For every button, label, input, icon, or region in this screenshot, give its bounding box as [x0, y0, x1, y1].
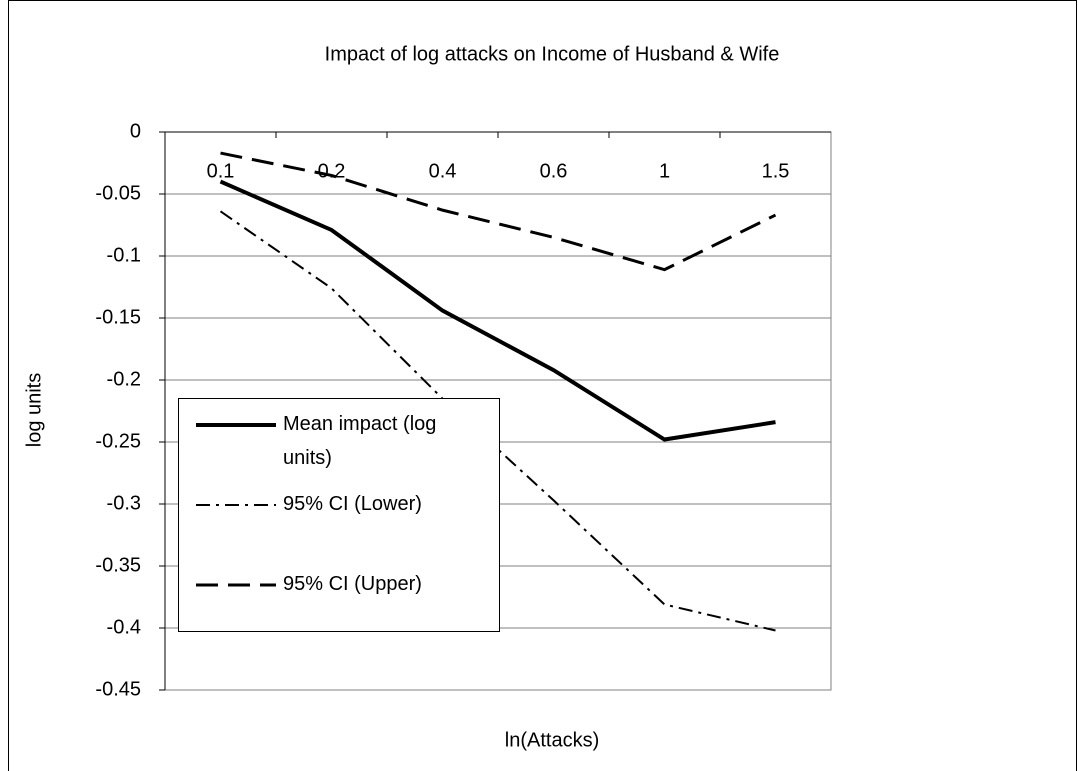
x-tick-label: 1	[659, 160, 670, 182]
y-tick-label: 0	[130, 120, 141, 142]
chart-title: Impact of log attacks on Income of Husba…	[325, 43, 780, 65]
x-tick-label: 0.1	[207, 160, 235, 182]
legend-label: 95% CI (Lower)	[283, 493, 422, 515]
x-tick-label: 0.4	[429, 160, 457, 182]
chart-border	[8, 0, 1077, 771]
y-tick-label: -0.45	[95, 678, 141, 700]
series-line	[219, 210, 776, 632]
series-line	[220, 151, 777, 272]
y-tick-label: -0.05	[95, 182, 141, 204]
legend: Mean impact (log units) 95% CI (Lower) 95%…	[178, 398, 500, 632]
x-tick-label: 1.5	[762, 160, 790, 182]
x-axis-label: ln(Attacks)	[505, 729, 599, 751]
x-tick-label: 0.2	[318, 160, 346, 182]
x-tick-label: 0.6	[540, 160, 568, 182]
legend-swatch	[196, 423, 276, 427]
y-tick-label: -0.1	[107, 244, 141, 266]
y-tick-label: -0.2	[107, 368, 141, 390]
y-tick-label: -0.15	[95, 306, 141, 328]
legend-swatch	[196, 504, 276, 506]
y-tick-label: -0.4	[107, 616, 141, 638]
y-axis-label: log units	[23, 373, 45, 448]
series-line	[219, 179, 776, 442]
legend-label: Mean impact (log units)	[283, 413, 437, 469]
legend-swatch	[196, 583, 276, 587]
y-tick-label: -0.25	[95, 430, 141, 452]
y-tick-label: -0.35	[95, 554, 141, 576]
y-tick-label: -0.3	[107, 492, 141, 514]
legend-label: 95% CI (Upper)	[283, 573, 422, 595]
